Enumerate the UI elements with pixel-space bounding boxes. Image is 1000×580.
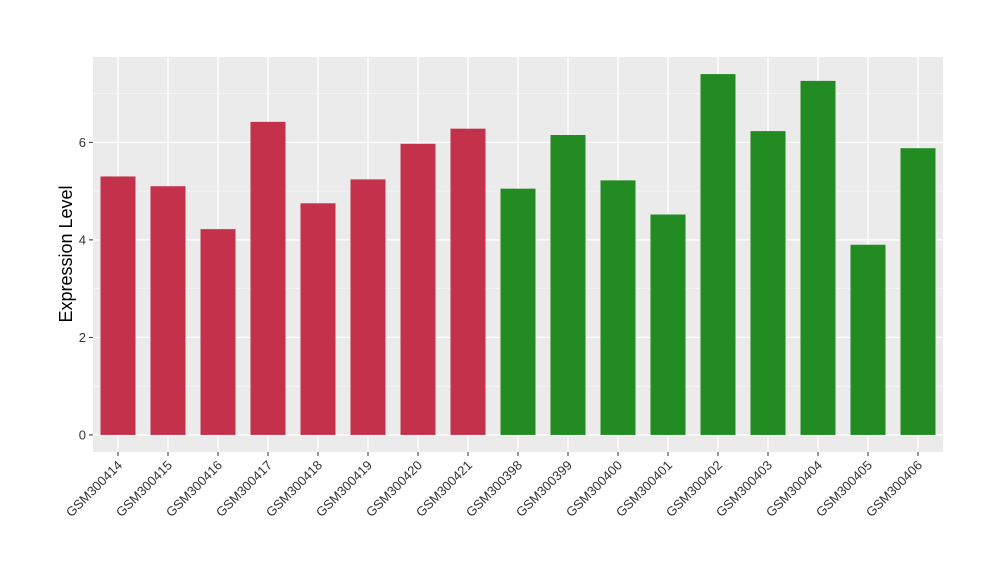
bar-GSM300421 [450,128,486,435]
bar-GSM300399 [550,135,586,435]
bar-GSM300418 [300,203,336,435]
y-axis-title: Expression Level [56,185,76,322]
y-tick-label: 0 [79,427,86,442]
bar-GSM300420 [400,143,436,435]
bar-GSM300419 [350,179,386,435]
bar-GSM300406 [900,148,936,435]
bar-GSM300398 [500,188,536,435]
y-tick-label: 6 [79,135,86,150]
bar-GSM300402 [700,74,736,435]
bar-GSM300403 [750,131,786,435]
bar-GSM300404 [800,80,836,435]
bars [100,74,936,435]
bar-GSM300401 [650,214,686,435]
y-tick-label: 4 [79,232,86,247]
x-axis: GSM300414GSM300415GSM300416GSM300417GSM3… [63,452,925,520]
bar-GSM300415 [150,186,186,435]
bar-GSM300405 [850,244,886,435]
bar-GSM300414 [100,176,136,435]
bar-GSM300416 [200,229,236,435]
bar-GSM300417 [250,121,286,435]
y-axis: 0 2 4 6 [79,135,93,442]
y-tick-label: 2 [79,330,86,345]
bar-GSM300400 [600,180,636,435]
